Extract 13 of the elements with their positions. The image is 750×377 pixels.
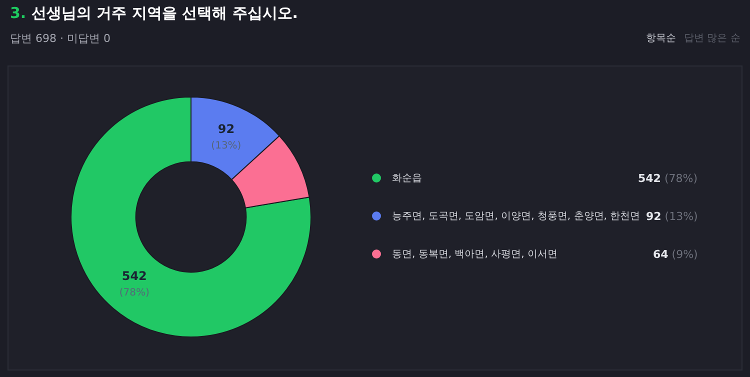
text: 542 (78%) <box>638 172 698 185</box>
text: 92 (13%) <box>646 210 698 223</box>
text: 항목순 <box>646 33 676 44</box>
legend-label: 동면, 동복면, 백아면, 사평면, 이서면 <box>392 249 558 260</box>
text: 답변 많은 순 <box>684 33 740 44</box>
data-label: 92 (13%) <box>211 122 242 152</box>
data-label: 542 (78%) <box>119 269 150 299</box>
donut-slice <box>70 96 312 338</box>
chart-title: 3. 선생님의 거주 지역을 선택해 주십시오. <box>10 4 298 22</box>
legend-label: 능주면, 도곡면, 도암면, 이양면, 청풍면, 춘양면, 한천면 <box>392 211 640 222</box>
text: 64 (9%) <box>653 248 698 261</box>
text: 답변 698 · 미답변 0 <box>10 32 110 45</box>
legend-label: 화순읍 <box>392 173 422 184</box>
